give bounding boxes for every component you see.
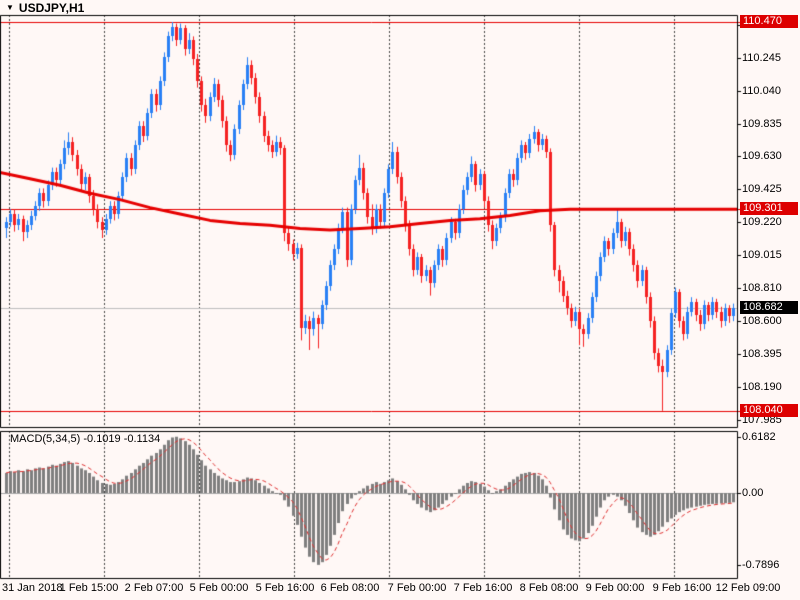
price-tick-label: 109.630: [742, 150, 782, 163]
macd-tick-label: 0.6182: [742, 430, 776, 443]
price-tick-label: 108.810: [742, 281, 782, 294]
time-axis-label: 9 Feb 00:00: [585, 582, 645, 594]
price-tick-label: 110.040: [742, 84, 781, 97]
time-axis-label: 8 Feb 08:00: [519, 582, 579, 594]
macd-tick-label: -0.7896: [742, 558, 780, 571]
price-tick-label: 108.395: [742, 348, 782, 360]
price-tick-label: 109.425: [742, 183, 782, 196]
time-axis-label: 7 Feb 00:00: [387, 582, 447, 594]
time-axis-label: 2 Feb 07:00: [124, 582, 184, 594]
price-line-badge: 109.301: [740, 202, 798, 215]
price-tick-label: 108.190: [742, 380, 782, 393]
symbol-timeframe-label: USDJPY,H1: [18, 0, 85, 15]
time-axis-label: 5 Feb 00:00: [189, 582, 249, 594]
time-axis-label: 31 Jan 2018: [2, 582, 63, 594]
time-axis-label: 12 Feb 09:00: [715, 582, 781, 594]
symbol-selector[interactable]: ▼ USDJPY,H1: [6, 0, 85, 15]
time-axis-label: 6 Feb 08:00: [320, 582, 380, 594]
price-tick-label: 110.245: [742, 52, 781, 64]
time-axis-label: 1 Feb 15:00: [59, 582, 119, 594]
price-tick-label: 109.220: [742, 216, 782, 228]
price-tick-label: 109.015: [742, 248, 782, 261]
price-line-badge: 110.470: [740, 15, 798, 28]
price-line-badge: 108.040: [740, 404, 798, 417]
current-price-badge: 108.682: [740, 301, 798, 314]
time-axis-label: 5 Feb 16:00: [255, 582, 315, 594]
dropdown-arrow-icon[interactable]: ▼: [6, 2, 14, 12]
macd-tick-label: 0.00: [742, 487, 764, 499]
time-axis-label: 9 Feb 16:00: [652, 582, 712, 594]
time-axis-label: 7 Feb 16:00: [453, 582, 513, 594]
price-tick-label: 108.600: [742, 315, 782, 328]
macd-indicator-label: MACD(5,34,5) -0.1019 -0.1134: [10, 433, 161, 445]
price-tick-label: 109.835: [742, 117, 782, 130]
